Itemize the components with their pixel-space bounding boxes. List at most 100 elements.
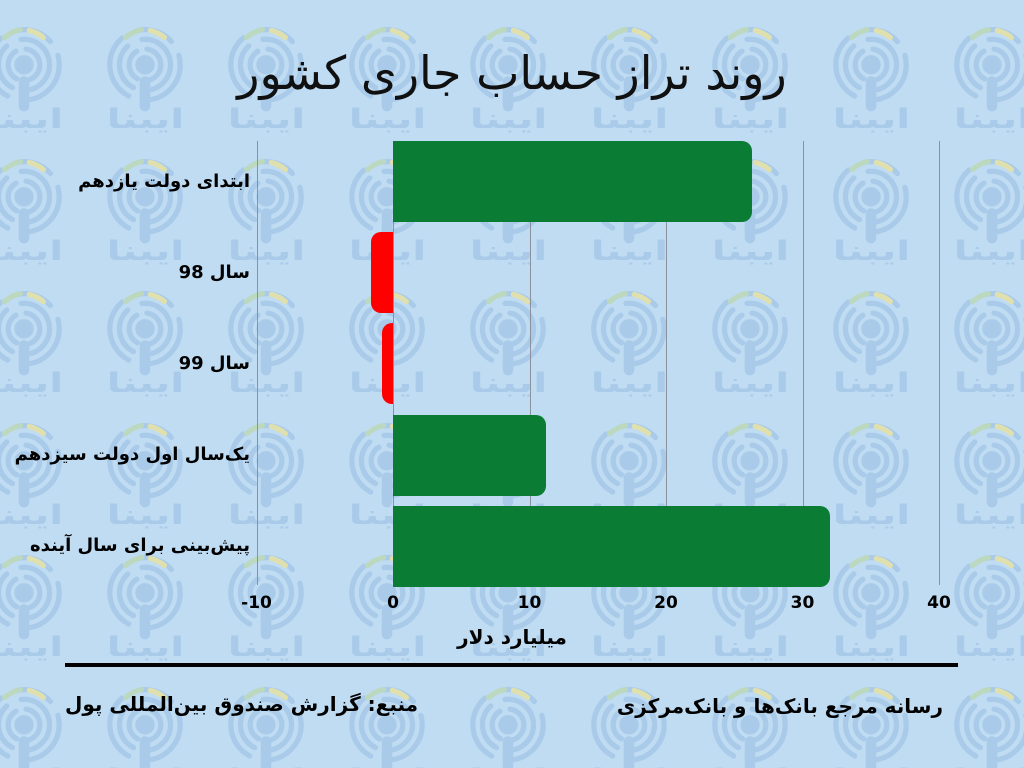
watermark-text-tile: ایبنا [469, 104, 548, 135]
watermark-text-tile: ایبنا [711, 368, 790, 399]
broadcast-rings-icon [107, 158, 183, 244]
watermark-text-tile: ایبنا [227, 500, 306, 531]
gridline-x0 [393, 141, 394, 585]
watermark-text-tile: ایبنا [0, 104, 64, 135]
chart-title: روند تراز حساب جاری کشور [237, 46, 787, 100]
watermark-icon-tile [464, 686, 552, 768]
watermark-icon-tile [343, 26, 431, 134]
watermark-icon-tile [222, 290, 310, 398]
watermark-text-tile: ایبنا [227, 104, 306, 135]
broadcast-rings-icon [349, 554, 425, 640]
watermark-text-tile: ایبنا [660, 762, 842, 768]
watermark-text-tile: ایبنا [953, 632, 1024, 663]
category-label: پیش‌بینی برای سال آینده [29, 535, 250, 557]
watermark-icon-tile [827, 554, 915, 662]
gridline-x20 [666, 141, 667, 585]
watermark-icon-tile [827, 290, 915, 398]
x-tick-label: 40 [927, 593, 951, 613]
watermark-icon-tile [101, 686, 189, 768]
watermark-text-tile: ایبنا [469, 632, 548, 663]
watermark-icon-tile [343, 686, 431, 768]
broadcast-rings-icon [0, 422, 62, 508]
broadcast-rings-icon [591, 290, 667, 376]
watermark-icon-tile [0, 290, 68, 398]
watermark-text-tile: ایبنا [590, 632, 669, 663]
watermark-text-tile: ایبنا [590, 368, 669, 399]
watermark-text-tile: ایبنا [953, 368, 1024, 399]
watermark-icon-tile [0, 158, 68, 266]
broadcast-rings-icon [712, 26, 788, 112]
watermark-icon-tile [101, 290, 189, 398]
broadcast-rings-icon [0, 290, 62, 376]
watermark-text-tile: ایبنا [227, 632, 306, 663]
broadcast-rings-icon [0, 686, 62, 768]
broadcast-rings-icon [833, 26, 909, 112]
watermark-text-tile: ایبنا [227, 236, 306, 267]
gridline-x40 [939, 141, 940, 585]
watermark-text-tile: ایبنا [0, 632, 64, 663]
broadcast-rings-icon [107, 26, 183, 112]
watermark-icon-tile [101, 554, 189, 662]
bar-positive [393, 505, 830, 587]
watermark-text-tile: ایبنا [176, 762, 358, 768]
watermark-icon-tile [706, 26, 794, 134]
broadcast-rings-icon [833, 158, 909, 244]
watermark-text-tile: ایبنا [953, 236, 1024, 267]
watermark-icon-tile [827, 422, 915, 530]
watermark-icon-tile [0, 686, 68, 768]
footer-divider [65, 663, 958, 667]
watermark-text-tile: ایبنا [348, 104, 427, 135]
broadcast-rings-icon [107, 422, 183, 508]
watermark-icon-tile [222, 422, 310, 530]
watermark-icon-tile [585, 422, 673, 530]
broadcast-rings-icon [712, 290, 788, 376]
gridline-x10 [529, 141, 531, 585]
watermark-icon-tile [464, 290, 552, 398]
watermark-icon-tile [706, 422, 794, 530]
watermark-text-tile: ایبنا [227, 368, 306, 399]
bar-positive [393, 141, 752, 222]
watermark-icon-tile [343, 554, 431, 662]
broadcast-rings-icon [591, 26, 667, 112]
broadcast-rings-icon [228, 290, 304, 376]
watermark-text-tile: ایبنا [711, 236, 790, 267]
watermark-text-tile: ایبنا [590, 236, 669, 267]
broadcast-rings-icon [954, 158, 1024, 244]
watermark-text-tile: ایبنا [539, 762, 721, 768]
x-tick-label: 30 [790, 593, 815, 613]
broadcast-rings-icon [833, 686, 909, 768]
watermark-icon-tile [827, 158, 915, 266]
broadcast-rings-icon [349, 26, 425, 112]
watermark-text-tile: ایبنا [469, 236, 548, 267]
watermark-text-tile: ایبنا [106, 236, 185, 267]
broadcast-rings-icon [954, 422, 1024, 508]
broadcast-rings-icon [954, 26, 1024, 112]
watermark-icon-tile [222, 26, 310, 134]
watermark-icon-tile [101, 26, 189, 134]
watermark-text-tile: ایبنا [953, 104, 1024, 135]
watermark-icon-tile [706, 290, 794, 398]
broadcast-rings-icon [591, 422, 667, 508]
watermark-text-tile: ایبنا [0, 368, 64, 399]
watermark-icon-tile [464, 26, 552, 134]
broadcast-rings-icon [107, 554, 183, 640]
bar-negative [382, 323, 393, 405]
x-tick-label: 10 [517, 593, 542, 613]
watermark-icon-tile [706, 686, 794, 768]
broadcast-rings-icon [228, 158, 304, 244]
watermark-icon-tile [948, 290, 1024, 398]
watermark-text-tile: ایبنا [832, 236, 911, 267]
watermark-text-tile: ایبنا [0, 236, 64, 267]
bar-positive [393, 414, 546, 496]
watermark-icon-tile [585, 290, 673, 398]
watermark-text-tile: ایبنا [106, 368, 185, 399]
broadcast-rings-icon [228, 554, 304, 640]
watermark-icon-tile [0, 26, 68, 134]
category-label: سال 99 [178, 352, 250, 374]
watermark-icon-tile [222, 686, 310, 768]
x-tick-label: 20 [654, 593, 678, 613]
watermark-text-tile: ایبنا [348, 632, 427, 663]
watermark-text-tile: ایبنا [832, 368, 911, 399]
broadcast-rings-icon [470, 290, 546, 376]
